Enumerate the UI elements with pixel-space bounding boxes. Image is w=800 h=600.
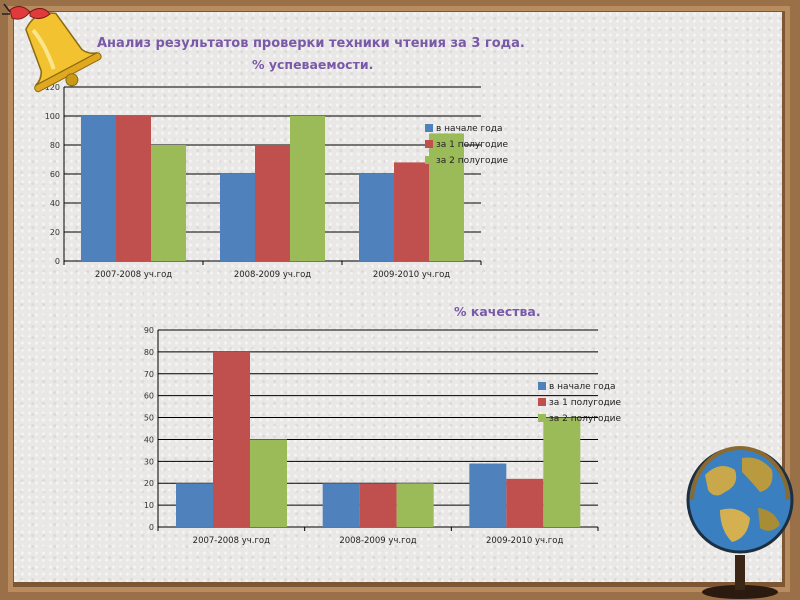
chart-2-legend-swatch: [538, 398, 546, 406]
chart-1-y-tick-label: 40: [50, 199, 60, 208]
chart-2-bar: [543, 417, 581, 527]
chart-1-bar: [359, 174, 394, 261]
chart-2-y-tick-label: 70: [144, 370, 154, 379]
globe-icon: [686, 446, 794, 599]
chart-2-legend-swatch: [538, 382, 546, 390]
chart-2-title: % качества.: [454, 304, 541, 319]
chart-2-bar: [176, 483, 213, 527]
bell-icon: [2, 3, 102, 93]
chart-1-y-tick-label: 100: [45, 112, 60, 121]
chart-2-bar: [322, 483, 360, 527]
chart-1-bar: [429, 133, 464, 261]
chart-1-bar: [220, 174, 255, 261]
chart-2-y-tick-label: 60: [144, 392, 154, 401]
chart-2-legend-label: за 2 полугодие: [549, 414, 622, 424]
chart-2-bar: [396, 483, 434, 527]
chart-2-y-tick-label: 90: [144, 326, 154, 335]
chart-2-bar: [213, 351, 250, 527]
chart-2-y-tick-label: 80: [144, 348, 154, 357]
chart-2-bar: [506, 478, 544, 527]
chart-1-y-tick-label: 0: [55, 257, 60, 266]
chart-1-legend-swatch: [425, 124, 433, 132]
chart-2-y-tick-label: 50: [144, 414, 154, 423]
chart-1-category-label: 2007-2008 уч.год: [95, 270, 172, 280]
chart-2-bar: [250, 439, 287, 527]
chart-2-legend-label: за 1 полугодие: [549, 398, 622, 408]
chart-1-y-tick-label: 20: [50, 228, 60, 237]
chart-2-legend-swatch: [538, 414, 546, 422]
chart-1-legend-swatch: [425, 156, 433, 164]
chart-1-legend-swatch: [425, 140, 433, 148]
chart-2-category-label: 2008-2009 уч.год: [339, 536, 416, 546]
chart-1-bar: [290, 116, 325, 261]
page-title: Анализ результатов проверки техники чтен…: [97, 36, 525, 51]
chart-1-bar: [151, 145, 186, 261]
chart-2-y-tick-label: 30: [144, 457, 154, 466]
chart-1-category-label: 2009-2010 уч.год: [373, 270, 450, 280]
chart-1-y-tick-label: 80: [50, 141, 60, 150]
chart-1-title: % успеваемости.: [252, 57, 374, 72]
chart-1-bar: [255, 145, 290, 261]
chart-1-legend-label: за 2 полугодие: [436, 156, 509, 166]
chart-2-y-tick-label: 40: [144, 435, 154, 444]
chart-2-category-label: 2007-2008 уч.год: [193, 536, 270, 546]
chart-2-bar: [359, 483, 397, 527]
chart-1-bar: [116, 116, 151, 261]
chalkboard: [14, 12, 782, 582]
chart-1-bar: [81, 116, 116, 261]
chart-2-legend-label: в начале года: [549, 382, 616, 392]
chart-2-bar: [469, 463, 507, 527]
chart-2-category-label: 2009-2010 уч.год: [486, 536, 563, 546]
chart-1-y-tick-label: 120: [45, 83, 60, 92]
chart-1-legend-label: в начале года: [436, 124, 503, 134]
chart-1-bar: [394, 162, 429, 261]
chart-1-y-tick-label: 60: [50, 170, 60, 179]
chart-1-category-label: 2008-2009 уч.год: [234, 270, 311, 280]
chart-1-legend-label: за 1 полугодие: [436, 140, 509, 150]
chart-2-y-tick-label: 10: [144, 501, 154, 510]
chart-2-y-tick-label: 20: [144, 479, 154, 488]
chart-2-y-tick-label: 0: [149, 523, 154, 532]
